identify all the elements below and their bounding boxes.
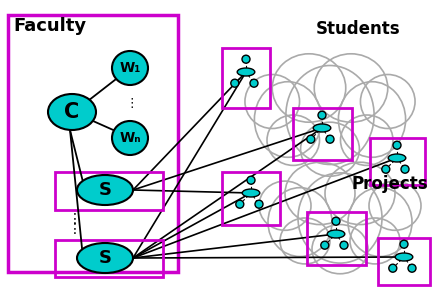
Ellipse shape: [348, 188, 412, 257]
Circle shape: [332, 217, 340, 225]
Ellipse shape: [339, 82, 406, 157]
Text: ⋮: ⋮: [68, 222, 82, 236]
Circle shape: [400, 240, 408, 248]
Ellipse shape: [361, 74, 415, 128]
Ellipse shape: [77, 175, 133, 205]
Ellipse shape: [112, 51, 148, 85]
Ellipse shape: [286, 66, 374, 164]
Ellipse shape: [259, 181, 311, 230]
Circle shape: [389, 264, 397, 272]
Text: ⋮: ⋮: [68, 212, 82, 226]
Ellipse shape: [350, 218, 400, 264]
Circle shape: [340, 241, 348, 249]
Circle shape: [231, 79, 239, 87]
Circle shape: [255, 200, 263, 208]
Ellipse shape: [301, 122, 359, 176]
Circle shape: [242, 55, 250, 63]
Text: Students: Students: [316, 20, 400, 38]
Ellipse shape: [395, 253, 413, 261]
Ellipse shape: [388, 154, 406, 162]
Text: ⋮: ⋮: [126, 97, 138, 109]
Ellipse shape: [313, 124, 331, 132]
Circle shape: [318, 111, 326, 119]
Ellipse shape: [285, 162, 355, 225]
Ellipse shape: [237, 68, 255, 76]
Circle shape: [250, 79, 258, 87]
Text: C: C: [64, 102, 79, 122]
Ellipse shape: [77, 243, 133, 273]
Text: S: S: [99, 249, 112, 267]
Ellipse shape: [272, 54, 346, 122]
Text: Projects: Projects: [352, 175, 428, 193]
Circle shape: [236, 200, 244, 208]
Ellipse shape: [327, 230, 345, 238]
Circle shape: [382, 165, 390, 173]
Circle shape: [401, 165, 409, 173]
Ellipse shape: [254, 82, 322, 157]
Circle shape: [393, 141, 401, 149]
Circle shape: [408, 264, 416, 272]
Ellipse shape: [312, 225, 368, 274]
Ellipse shape: [314, 54, 388, 122]
FancyBboxPatch shape: [8, 15, 178, 272]
Ellipse shape: [48, 94, 96, 130]
Ellipse shape: [341, 115, 393, 165]
Ellipse shape: [112, 121, 148, 155]
Ellipse shape: [268, 188, 332, 257]
Text: W₁: W₁: [119, 61, 141, 75]
Text: S: S: [99, 181, 112, 199]
Ellipse shape: [298, 173, 382, 263]
Ellipse shape: [325, 162, 395, 225]
Ellipse shape: [242, 189, 260, 197]
Ellipse shape: [267, 115, 319, 165]
Text: Faculty: Faculty: [13, 17, 86, 35]
Circle shape: [321, 241, 329, 249]
Text: Wₙ: Wₙ: [119, 131, 141, 145]
Circle shape: [326, 135, 334, 143]
Ellipse shape: [245, 74, 299, 128]
Circle shape: [247, 176, 255, 184]
Circle shape: [307, 135, 315, 143]
Ellipse shape: [369, 181, 421, 230]
Ellipse shape: [280, 218, 330, 264]
